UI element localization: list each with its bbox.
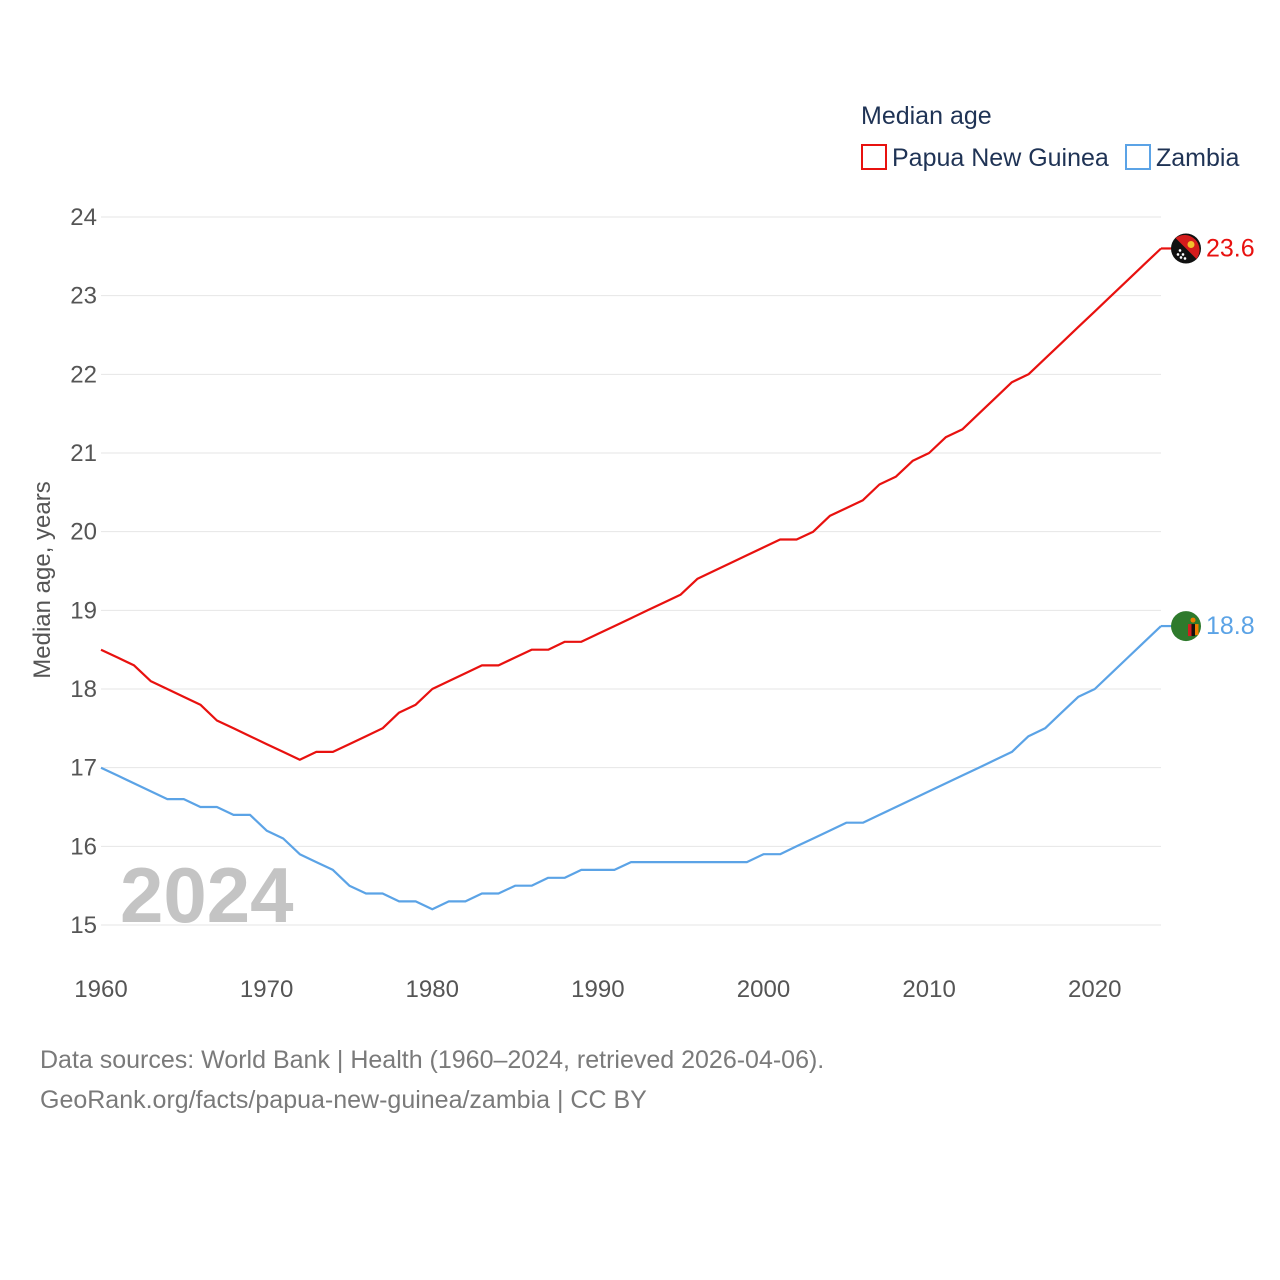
y-axis-ticks: 15 16 17 18 19 20 21 22 23 24	[70, 204, 97, 939]
legend: Median age Papua New Guinea Zambia	[861, 102, 1239, 172]
legend-swatch-papua-new-guinea	[861, 144, 887, 170]
x-tick-label: 2000	[737, 976, 790, 1003]
y-tick-label: 20	[70, 519, 97, 546]
x-tick-label: 1970	[240, 976, 293, 1003]
y-tick-label: 23	[70, 283, 97, 310]
y-tick-label: 15	[70, 912, 97, 939]
y-tick-label: 19	[70, 597, 97, 624]
series-end-markers: 23.6 18.8	[1161, 233, 1255, 642]
y-axis-title: Median age, years	[29, 481, 56, 678]
legend-label-zambia: Zambia	[1156, 144, 1239, 172]
x-tick-label: 1990	[571, 976, 624, 1003]
series-lines	[100, 247, 1162, 911]
series-line-papua-new-guinea[interactable]	[100, 247, 1162, 761]
zambia-flag-icon	[1171, 611, 1201, 642]
y-tick-label: 18	[70, 676, 97, 703]
legend-item-zambia[interactable]: Zambia	[1125, 144, 1239, 172]
data-sources-note: Data sources: World Bank | Health (1960–…	[40, 1046, 825, 1074]
median-age-chart: 15 16 17 18 19 20 21 22 23 24 1960 1970 1980 1990 200…	[29, 102, 1255, 1003]
y-tick-label: 16	[70, 833, 97, 860]
papua-new-guinea-flag-icon	[1171, 233, 1201, 264]
footer: Data sources: World Bank | Health (1960–…	[40, 1040, 824, 1120]
x-tick-label: 2010	[902, 976, 955, 1003]
y-tick-label: 17	[70, 755, 97, 782]
x-tick-label: 2020	[1068, 976, 1121, 1003]
end-value-label: 23.6	[1206, 234, 1255, 262]
y-tick-label: 21	[70, 440, 97, 467]
legend-item-papua-new-guinea[interactable]: Papua New Guinea	[861, 144, 1109, 172]
y-tick-label: 22	[70, 361, 97, 388]
x-axis-ticks: 1960 1970 1980 1990 2000 2010 2020	[74, 976, 1121, 1003]
x-tick-label: 1980	[406, 976, 459, 1003]
legend-title: Median age	[861, 102, 992, 130]
legend-swatch-zambia	[1125, 144, 1151, 170]
end-value-label: 18.8	[1206, 612, 1255, 640]
grid-lines	[101, 216, 1161, 926]
source-credit-link[interactable]: GeoRank.org/facts/papua-new-guinea/zambi…	[40, 1086, 647, 1114]
legend-label-papua-new-guinea: Papua New Guinea	[892, 144, 1109, 172]
x-tick-label: 1960	[74, 976, 127, 1003]
series-line-zambia[interactable]	[100, 625, 1162, 911]
year-watermark: 2024	[120, 851, 294, 939]
y-tick-label: 24	[70, 204, 97, 231]
